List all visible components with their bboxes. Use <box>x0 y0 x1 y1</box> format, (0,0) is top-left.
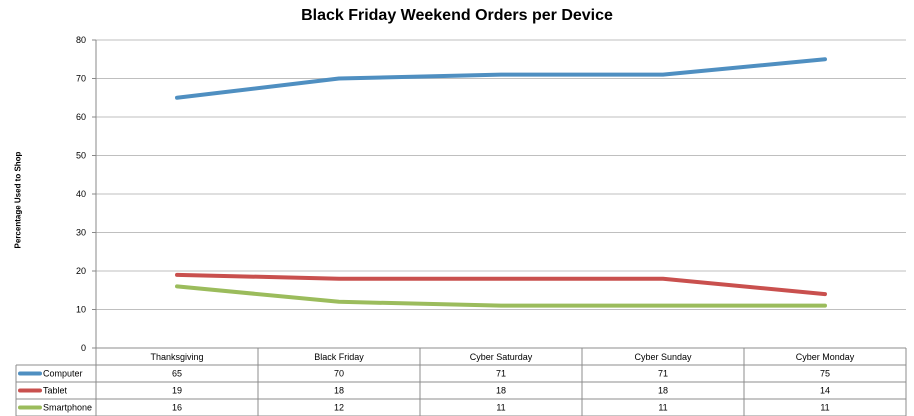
y-tick-label: 70 <box>76 74 86 84</box>
y-tick-label: 10 <box>76 305 86 315</box>
data-label: 11 <box>496 403 505 413</box>
category-label: Thanksgiving <box>150 352 203 362</box>
y-axis-ticks: 0 10 20 30 40 50 60 70 80 <box>76 35 86 353</box>
data-label: 16 <box>172 403 182 413</box>
data-label: 19 <box>172 386 182 396</box>
legend-entry: Smartphone <box>43 403 92 413</box>
data-label: 18 <box>496 386 506 396</box>
legend-entry: Computer <box>43 369 83 379</box>
chart-title: Black Friday Weekend Orders per Device <box>301 7 613 24</box>
series-line-computer <box>175 57 827 100</box>
category-label: Cyber Saturday <box>470 352 533 362</box>
data-label: 14 <box>820 386 830 396</box>
legend-entry: Tablet <box>43 386 68 396</box>
data-label: 75 <box>820 369 830 379</box>
data-label: 65 <box>172 369 182 379</box>
category-label: Cyber Sunday <box>634 352 692 362</box>
y-tick-label: 0 <box>81 343 86 353</box>
data-label: 18 <box>334 386 344 396</box>
data-label: 11 <box>658 403 667 413</box>
data-label: 71 <box>658 369 668 379</box>
y-tick-label: 40 <box>76 189 86 199</box>
y-tick-label: 50 <box>76 151 86 161</box>
y-tick-label: 20 <box>76 266 86 276</box>
data-label: 12 <box>334 403 344 413</box>
y-tick-label: 60 <box>76 112 86 122</box>
data-label: 18 <box>658 386 668 396</box>
series-lines <box>175 57 827 308</box>
category-label: Cyber Monday <box>796 352 855 362</box>
data-label: 71 <box>496 369 506 379</box>
y-tick-label: 80 <box>76 35 86 45</box>
gridlines <box>92 39 906 349</box>
data-label: 70 <box>334 369 344 379</box>
data-table: Thanksgiving Black Friday Cyber Saturday Cy… <box>15 347 907 416</box>
series-line-smartphone <box>175 284 827 308</box>
series-line-tablet <box>175 272 827 297</box>
category-label: Black Friday <box>314 352 364 362</box>
data-label: 11 <box>820 403 829 413</box>
y-tick-label: 30 <box>76 228 86 238</box>
